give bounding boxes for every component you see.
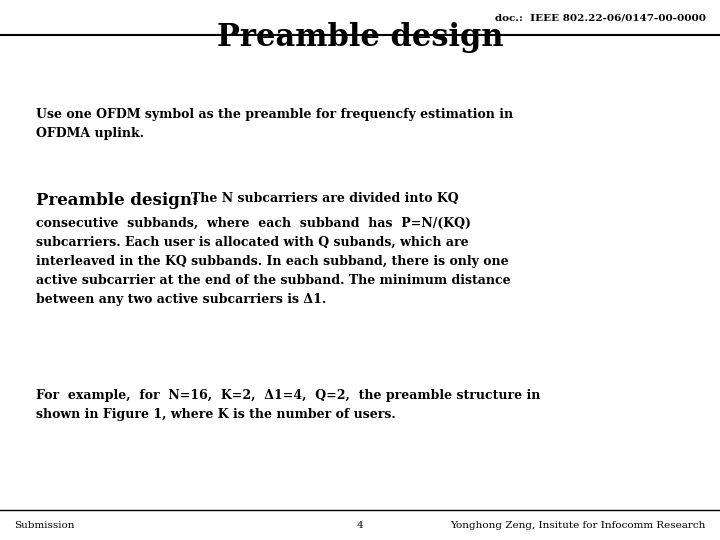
Text: The N subcarriers are divided into KQ: The N subcarriers are divided into KQ bbox=[191, 192, 459, 205]
Text: Submission: Submission bbox=[14, 521, 75, 530]
Text: doc.:  IEEE 802.22-06/0147-00-0000: doc.: IEEE 802.22-06/0147-00-0000 bbox=[495, 14, 706, 23]
Text: consecutive  subbands,  where  each  subband  has  P=N/(KQ)
subcarriers. Each us: consecutive subbands, where each subband… bbox=[36, 217, 510, 306]
Text: For  example,  for  N=16,  K=2,  Δ1=4,  Q=2,  the preamble structure in
shown in: For example, for N=16, K=2, Δ1=4, Q=2, t… bbox=[36, 389, 541, 421]
Text: Preamble design: Preamble design bbox=[217, 22, 503, 52]
Text: Yonghong Zeng, Insitute for Infocomm Research: Yonghong Zeng, Insitute for Infocomm Res… bbox=[450, 521, 706, 530]
Text: Preamble design:: Preamble design: bbox=[36, 192, 210, 208]
Text: 4: 4 bbox=[356, 521, 364, 530]
Text: Use one OFDM symbol as the preamble for frequencfy estimation in
OFDMA uplink.: Use one OFDM symbol as the preamble for … bbox=[36, 108, 513, 140]
